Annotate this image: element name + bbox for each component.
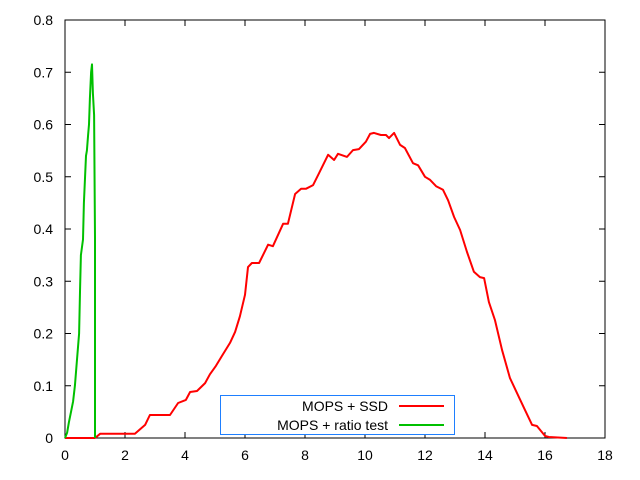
x-tick-label: 6 bbox=[241, 447, 249, 463]
legend-box bbox=[220, 395, 455, 435]
y-tick-label: 0.5 bbox=[34, 169, 54, 185]
x-tick-label: 2 bbox=[121, 447, 129, 463]
x-tick-label: 4 bbox=[181, 447, 189, 463]
x-tick-label: 18 bbox=[597, 447, 613, 463]
y-tick-label: 0.6 bbox=[34, 117, 54, 133]
plot-border bbox=[64, 19, 606, 439]
y-tick-label: 0.3 bbox=[34, 273, 54, 289]
y-tick-label: 0.4 bbox=[34, 221, 54, 237]
x-tick-label: 10 bbox=[357, 447, 373, 463]
x-tick-label: 8 bbox=[301, 447, 309, 463]
x-tick-label: 12 bbox=[417, 447, 433, 463]
legend-label-ratio-test: MOPS + ratio test bbox=[277, 417, 388, 433]
x-tick-label: 14 bbox=[477, 447, 493, 463]
series-line-0 bbox=[65, 131, 567, 439]
x-tick-label: 0 bbox=[61, 447, 69, 463]
legend-label-ssd: MOPS + SSD bbox=[302, 398, 388, 414]
x-tick-label: 16 bbox=[537, 447, 553, 463]
y-tick-label: 0.1 bbox=[34, 378, 54, 394]
y-tick-label: 0.2 bbox=[34, 326, 54, 342]
y-tick-label: 0.8 bbox=[34, 12, 54, 28]
y-tick-label: 0 bbox=[45, 430, 53, 446]
series-line-1 bbox=[64, 63, 96, 439]
legend: MOPS + SSD MOPS + ratio test bbox=[220, 395, 455, 435]
y-tick-label: 0.7 bbox=[34, 64, 54, 80]
